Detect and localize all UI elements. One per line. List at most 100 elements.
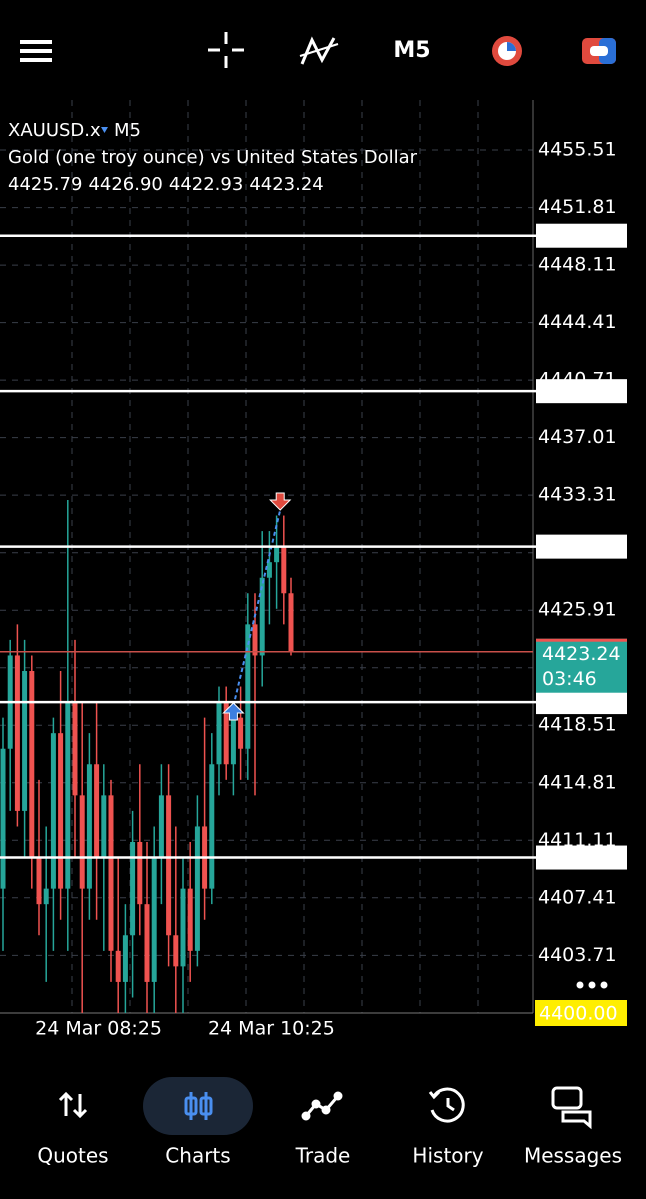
candle-body [194, 826, 200, 951]
candle-body [122, 935, 128, 982]
candle-body [266, 562, 272, 578]
candle-body [259, 577, 265, 656]
more-dots[interactable] [576, 981, 608, 989]
price-box [536, 638, 627, 693]
candle-body [252, 624, 258, 656]
nav-label[interactable]: Quotes [37, 1144, 108, 1168]
candle-body [58, 733, 64, 889]
candle-body [223, 702, 229, 765]
level-label: 4430.00 [540, 536, 619, 558]
bottom-marker-label: 4400.00 [539, 1003, 618, 1025]
menu-button[interactable] [20, 40, 52, 62]
candle-body [14, 655, 20, 811]
candle-body [72, 702, 78, 796]
y-tick-label: 4403.71 [538, 944, 617, 966]
candle-body [245, 624, 251, 749]
timeframe-button[interactable]: M5 [393, 38, 430, 63]
y-tick-label: 4418.51 [538, 714, 617, 736]
candle-body [238, 717, 244, 749]
candle-body [144, 904, 150, 982]
level-label: 4420.00 [540, 692, 619, 714]
quotes-icon[interactable] [58, 1091, 88, 1119]
y-tick-label: 4411.11 [538, 829, 617, 851]
y-tick-label: 4407.41 [538, 886, 617, 908]
level-label-box [536, 845, 627, 870]
candle-body [43, 888, 49, 905]
description: Gold (one troy ounce) vs United States D… [8, 147, 418, 168]
bottom-marker-box [535, 1000, 627, 1026]
candle-body [288, 593, 294, 652]
candle-body [94, 764, 100, 858]
level-label-box [536, 690, 627, 715]
candle-body [22, 670, 28, 811]
nav-label[interactable]: Charts [165, 1144, 230, 1168]
price-box-top [536, 638, 627, 642]
sell-arrow [268, 492, 292, 511]
y-tick-label: 4414.81 [538, 771, 617, 793]
header-timeframe: M5 [114, 120, 141, 141]
candle-body [50, 733, 56, 889]
symbol[interactable]: XAUUSD.x [8, 120, 101, 141]
candle-body [180, 888, 186, 967]
level-label: 4440.00 [540, 381, 619, 403]
y-tick-label: 4455.51 [538, 139, 617, 161]
chart: 4455.514451.814448.114444.414440.714437.… [0, 100, 627, 1040]
y-tick-label: 4433.31 [538, 484, 617, 506]
symbol-caret [101, 127, 108, 133]
candle-body [281, 546, 287, 594]
level-label-box [536, 379, 627, 404]
active-tab-pill [143, 1077, 253, 1135]
y-tick-label: 4444.41 [538, 311, 617, 333]
candle-body [158, 795, 164, 858]
candle-body [209, 764, 215, 889]
candle-body [173, 935, 179, 967]
ohlc-value: 4425.79 [8, 174, 82, 195]
x-tick-label: 24 Mar 08:25 [35, 1018, 162, 1040]
candle-body [187, 888, 193, 951]
candle-body [151, 857, 157, 982]
y-tick-label: 4448.11 [538, 254, 617, 276]
y-tick-label: 4425.91 [538, 599, 617, 621]
nav-label[interactable]: Trade [295, 1144, 351, 1168]
candle-body [86, 764, 92, 889]
level-label-box [536, 223, 627, 248]
bottom-nav: Quotes Charts Trade History Messages [37, 1144, 622, 1168]
y-tick-label: 4451.81 [538, 196, 617, 218]
charts-icon[interactable] [184, 1092, 213, 1120]
y-tick-label: 4437.01 [538, 426, 617, 448]
candle-body [166, 795, 172, 936]
indicators-button[interactable] [299, 36, 339, 65]
level-label-box [536, 534, 627, 559]
x-tick-label: 24 Mar 10:25 [208, 1018, 335, 1040]
trade-icon[interactable] [301, 1091, 343, 1121]
level-label: 4450.00 [540, 225, 619, 247]
candle-body [101, 795, 107, 858]
buy-arrow [222, 702, 245, 721]
candle-body [274, 546, 280, 563]
candle-body [130, 841, 136, 936]
candle-body [79, 795, 85, 889]
candle-body [65, 702, 71, 889]
candle-body [36, 857, 42, 905]
ohlc-value: 4426.90 [88, 174, 162, 195]
trade-button[interactable] [582, 38, 616, 64]
nav-label[interactable]: History [412, 1144, 483, 1168]
ohlc-value: 4423.24 [249, 174, 323, 195]
candle-body [137, 841, 143, 905]
candle-body [216, 702, 222, 765]
crosshair-button[interactable] [208, 32, 244, 68]
candle-body [230, 717, 236, 765]
ohlc-header: 4425.79 4426.90 4422.93 4423.24 [8, 174, 324, 195]
candle-body [0, 748, 6, 889]
oneclick-button[interactable] [492, 36, 522, 66]
candle-body [108, 795, 114, 951]
nav-label[interactable]: Messages [524, 1144, 622, 1168]
level-label: 4410.00 [540, 847, 619, 869]
candle-body [29, 670, 35, 858]
current-price-label: 4423.24 [542, 643, 621, 665]
history-icon[interactable] [428, 1087, 465, 1123]
messages-icon[interactable] [551, 1086, 592, 1130]
trade-link [232, 509, 282, 707]
